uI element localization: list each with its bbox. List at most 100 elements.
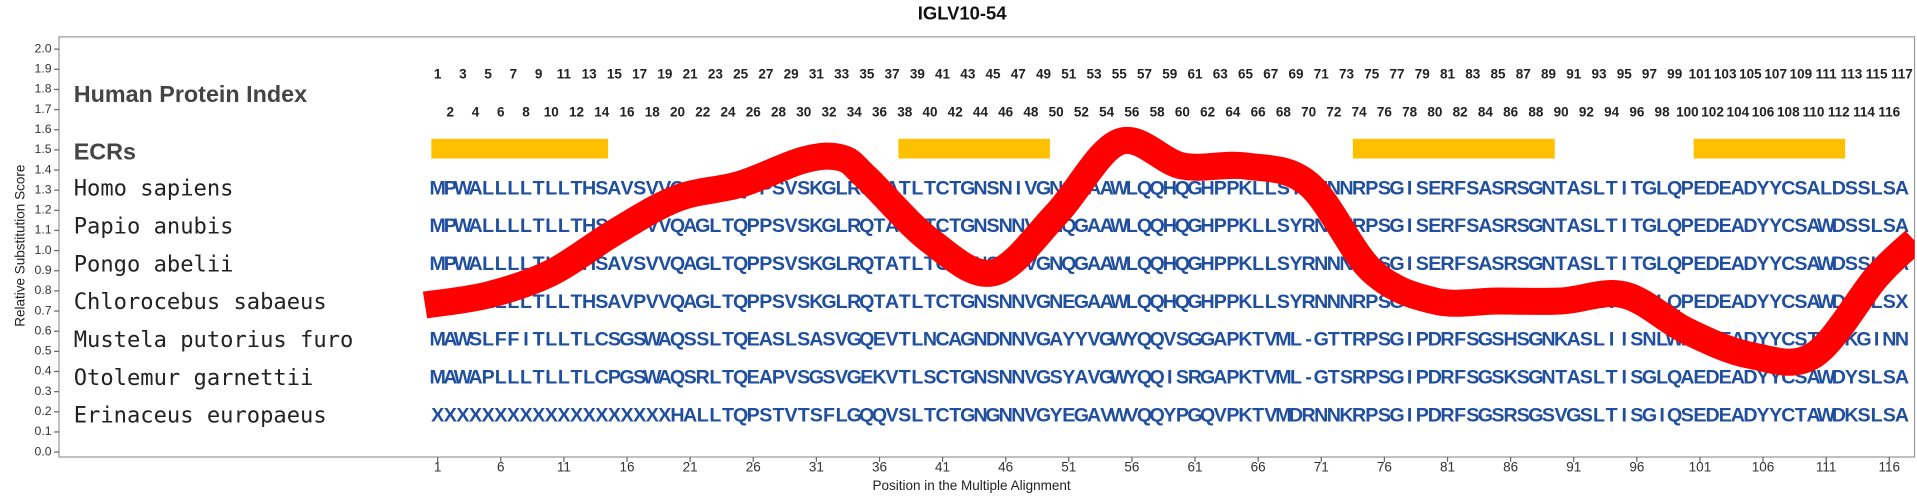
protein-index: 100 bbox=[1676, 105, 1699, 120]
protein-index: 96 bbox=[1629, 105, 1645, 120]
protein-index: 3 bbox=[459, 67, 467, 82]
protein-index: 11 bbox=[557, 67, 572, 82]
x-tick-label: 51 bbox=[1061, 460, 1076, 475]
protein-index: 14 bbox=[594, 105, 610, 120]
y-tick-label: 0.5 bbox=[35, 344, 52, 358]
species-name: Erinaceus europaeus bbox=[74, 403, 327, 429]
protein-index: 2 bbox=[447, 105, 455, 120]
protein-index: 34 bbox=[847, 105, 863, 120]
protein-index: 55 bbox=[1112, 67, 1128, 82]
x-tick-label: 61 bbox=[1188, 460, 1203, 475]
x-tick-label: 16 bbox=[619, 460, 634, 475]
protein-index: 29 bbox=[784, 67, 799, 82]
protein-index: 22 bbox=[695, 105, 710, 120]
protein-index: 63 bbox=[1213, 67, 1229, 82]
protein-index: 64 bbox=[1225, 105, 1241, 120]
protein-index: 81 bbox=[1440, 67, 1456, 82]
x-tick-label: 91 bbox=[1566, 460, 1581, 475]
protein-index: 4 bbox=[472, 105, 480, 120]
x-tick-label: 116 bbox=[1879, 460, 1901, 475]
protein-index: 18 bbox=[645, 105, 661, 120]
protein-index: 23 bbox=[708, 67, 724, 82]
ecr-bar bbox=[898, 138, 1050, 159]
protein-index: 62 bbox=[1200, 105, 1215, 120]
protein-index: 65 bbox=[1238, 67, 1254, 82]
protein-index: 56 bbox=[1124, 105, 1140, 120]
x-tick-label: 66 bbox=[1251, 460, 1266, 475]
x-tick-label: 46 bbox=[998, 460, 1013, 475]
protein-index: 52 bbox=[1074, 105, 1089, 120]
x-tick-label: 11 bbox=[557, 460, 571, 475]
protein-index: 26 bbox=[746, 105, 762, 120]
x-tick-label: 21 bbox=[683, 460, 698, 475]
protein-index: 12 bbox=[569, 105, 584, 120]
y-tick-label: 1.6 bbox=[35, 122, 52, 136]
protein-index: 53 bbox=[1087, 67, 1103, 82]
protein-index: 6 bbox=[497, 105, 505, 120]
protein-index: 92 bbox=[1579, 105, 1594, 120]
x-tick-label: 81 bbox=[1440, 460, 1455, 475]
x-tick-label: 96 bbox=[1629, 460, 1644, 475]
protein-index: 48 bbox=[1023, 105, 1039, 120]
protein-index: 72 bbox=[1326, 105, 1341, 120]
protein-index: 111 bbox=[1816, 67, 1838, 82]
protein-index: 117 bbox=[1891, 67, 1913, 82]
protein-index: 40 bbox=[922, 105, 937, 120]
x-tick-label: 26 bbox=[746, 460, 761, 475]
protein-index: 102 bbox=[1701, 105, 1724, 120]
y-tick-label: 1.9 bbox=[35, 62, 52, 76]
protein-index: 71 bbox=[1314, 67, 1330, 82]
x-tick-label: 56 bbox=[1124, 460, 1139, 475]
protein-index: 33 bbox=[834, 67, 850, 82]
chart-title: IGLV10-54 bbox=[918, 3, 1008, 24]
protein-index: 41 bbox=[935, 67, 951, 82]
ecr-label: ECRs bbox=[74, 139, 136, 165]
x-tick-label: 106 bbox=[1752, 460, 1775, 475]
y-tick-label: 1.1 bbox=[35, 223, 52, 237]
protein-index: 38 bbox=[897, 105, 913, 120]
protein-index: 46 bbox=[998, 105, 1014, 120]
protein-index: 93 bbox=[1591, 67, 1607, 82]
protein-index: 73 bbox=[1339, 67, 1355, 82]
protein-index: 68 bbox=[1276, 105, 1292, 120]
protein-index: 17 bbox=[632, 67, 647, 82]
protein-index: 90 bbox=[1554, 105, 1569, 120]
y-tick-label: 0.6 bbox=[35, 323, 52, 337]
protein-index: 67 bbox=[1263, 67, 1278, 82]
x-tick-label: 111 bbox=[1816, 460, 1837, 475]
protein-index: 76 bbox=[1377, 105, 1393, 120]
protein-index: 78 bbox=[1402, 105, 1418, 120]
y-tick-label: 0.1 bbox=[35, 424, 52, 438]
protein-index: 91 bbox=[1566, 67, 1582, 82]
residue-row: MPWALLLLTLLTHSAVSVVQAGLTQPPSVSKGLRQTATLT… bbox=[429, 253, 1909, 275]
ecr-bar bbox=[1693, 138, 1846, 159]
y-tick-label: 0.7 bbox=[35, 303, 52, 317]
protein-index: 86 bbox=[1503, 105, 1519, 120]
y-tick-label: 0.0 bbox=[35, 444, 52, 458]
x-tick-label: 76 bbox=[1377, 460, 1392, 475]
y-tick-label: 1.7 bbox=[35, 102, 52, 116]
protein-index: 66 bbox=[1251, 105, 1267, 120]
protein-index: 43 bbox=[960, 67, 976, 82]
protein-index: 109 bbox=[1790, 67, 1813, 82]
protein-index: 115 bbox=[1866, 67, 1888, 82]
protein-index: 45 bbox=[986, 67, 1002, 82]
y-axis-label: Relative Substitution Score bbox=[12, 165, 27, 327]
protein-index: 16 bbox=[619, 105, 635, 120]
protein-index: 54 bbox=[1099, 105, 1115, 120]
y-tick-label: 1.5 bbox=[35, 142, 52, 156]
protein-index: 25 bbox=[733, 67, 749, 82]
x-tick-label: 36 bbox=[872, 460, 887, 475]
y-tick-label: 0.3 bbox=[35, 384, 52, 398]
protein-index: 110 bbox=[1803, 105, 1825, 120]
protein-index: 7 bbox=[510, 67, 518, 82]
y-tick-label: 0.8 bbox=[35, 283, 52, 297]
protein-index: 85 bbox=[1490, 67, 1506, 82]
x-tick-label: 71 bbox=[1314, 460, 1329, 475]
residue-row: MPWALLLLTLLTHSAVPVVQAGLTQPPSVSKGLRQTATLT… bbox=[429, 291, 1908, 313]
x-axis-label: Position in the Multiple Alignment bbox=[872, 478, 1070, 493]
protein-index: 30 bbox=[796, 105, 811, 120]
protein-index: 8 bbox=[522, 105, 530, 120]
ecr-bar bbox=[1352, 138, 1555, 159]
residue-row: MPWALLLLTLLTHSAVSVVQAGLTQPPSVSKGLRQTATLT… bbox=[429, 177, 1909, 199]
